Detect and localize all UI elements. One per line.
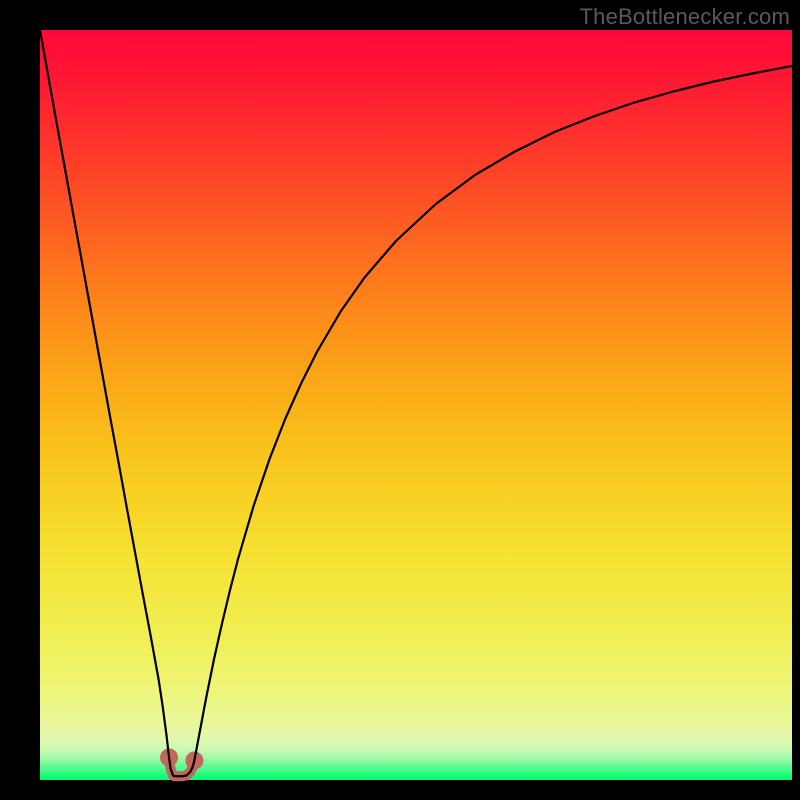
heat-gradient: [40, 30, 792, 780]
bottleneck-chart: [0, 0, 800, 800]
chart-stage: TheBottlenecker.com: [0, 0, 800, 800]
watermark-text: TheBottlenecker.com: [580, 4, 790, 30]
